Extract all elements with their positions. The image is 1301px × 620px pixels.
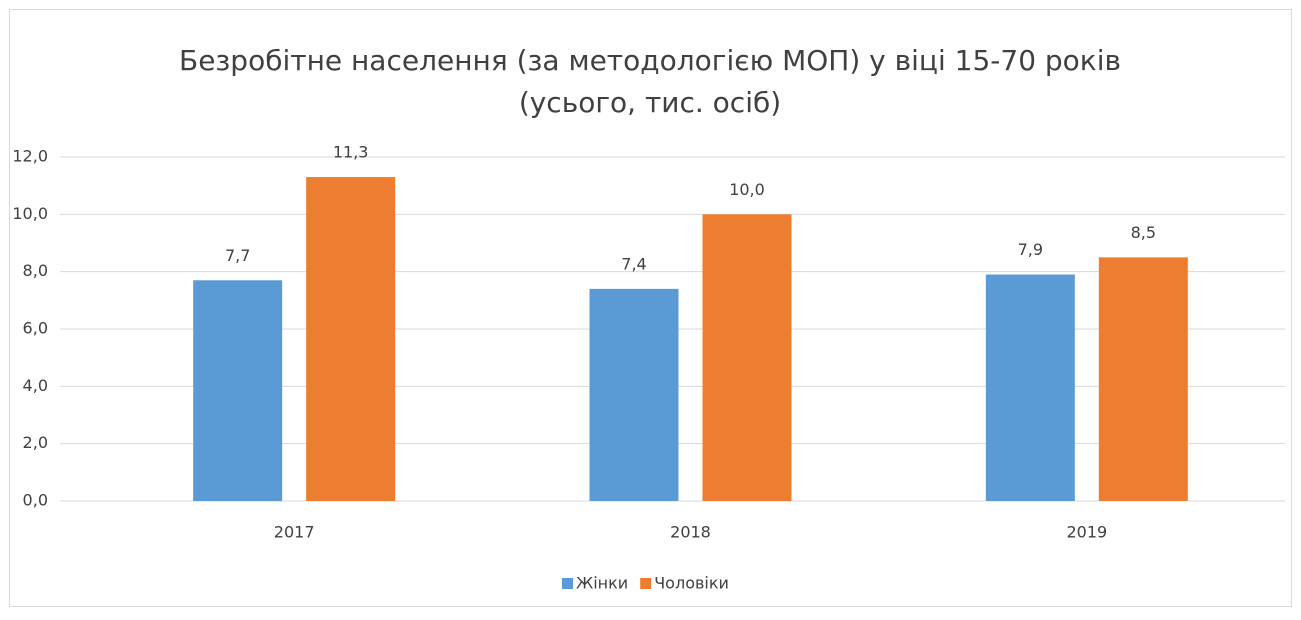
y-tick-label: 10,0 [12, 204, 48, 223]
legend-swatch [640, 578, 652, 589]
bar [589, 288, 679, 501]
x-tick-label: 2019 [1066, 523, 1107, 542]
y-tick-label: 12,0 [12, 147, 48, 166]
data-label: 10,0 [729, 180, 765, 199]
bar [702, 214, 792, 502]
data-label: 7,9 [1018, 240, 1043, 259]
chart-title: Безробітне населення (за методологією МО… [179, 44, 1121, 77]
bar [1098, 257, 1188, 501]
data-label: 8,5 [1131, 223, 1156, 242]
bar [306, 177, 396, 502]
y-tick-label: 6,0 [23, 319, 48, 338]
y-tick-label: 0,0 [23, 491, 48, 510]
bar [193, 280, 283, 501]
legend-label: Чоловіки [654, 574, 729, 593]
data-label: 7,7 [225, 246, 250, 265]
legend-swatch [562, 578, 573, 589]
data-label: 7,4 [621, 254, 646, 273]
x-tick-label: 2018 [670, 523, 711, 542]
y-tick-label: 8,0 [23, 261, 48, 280]
data-label: 11,3 [333, 143, 369, 162]
legend-label: Жінки [576, 574, 628, 593]
y-tick-label: 2,0 [23, 433, 48, 452]
bar [985, 274, 1075, 501]
chart-title: (усього, тис. осіб) [519, 86, 781, 119]
x-tick-label: 2017 [274, 523, 315, 542]
y-tick-label: 4,0 [23, 376, 48, 395]
